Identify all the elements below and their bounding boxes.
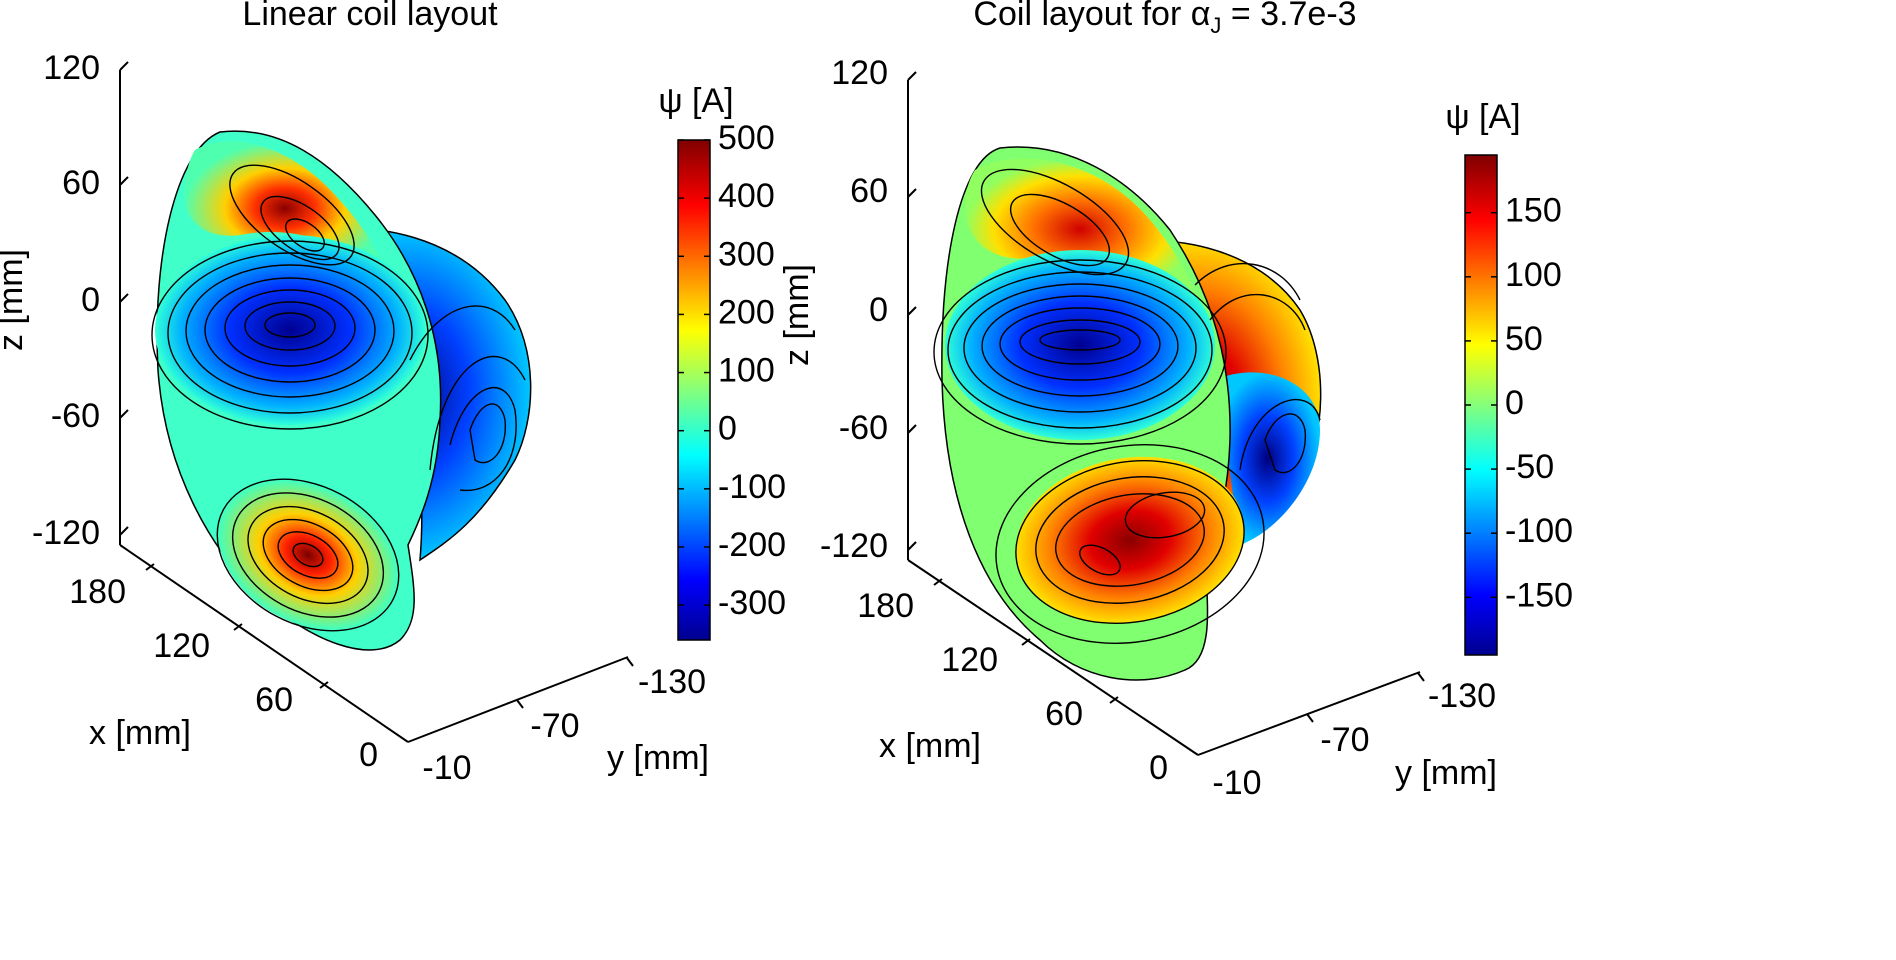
panel-2-central-lobe (945, 250, 1215, 440)
panel-1-x-tick: 60 (255, 681, 293, 719)
panel-2-x-axis-line (907, 559, 1199, 756)
colorbar-tick-label: -100 (718, 468, 786, 506)
panel-2-title-prefix: Coil layout for α (973, 0, 1210, 33)
colorbar-tick-label: 100 (718, 352, 775, 390)
panel-2-title-sub: J (1210, 13, 1221, 38)
panel-1-colorbar: 500 400 300 200 100 0 -100 -200 -300 ψ [A] (658, 82, 786, 641)
panel-2-y-tick: -70 (1320, 721, 1369, 759)
panel-2-back-lobe (1215, 372, 1320, 545)
panel-1-y-tick: -70 (530, 707, 579, 745)
panel-1-x-label: x [mm] (89, 714, 191, 752)
panel-2-x-label: x [mm] (879, 727, 981, 765)
panel-1-y-label: y [mm] (607, 739, 709, 777)
panel-2-z-tick: 60 (850, 172, 888, 210)
panel-2-z-label: z [mm] (778, 264, 816, 366)
colorbar-tick-label: 0 (718, 410, 737, 448)
panel-2-y-tick: -130 (1428, 677, 1496, 715)
panel-1-colorbar-label: ψ [A] (658, 82, 733, 120)
panel-2-surface (933, 146, 1322, 681)
panel-1-z-tick: 120 (43, 49, 100, 87)
panel-1-z-label: z [mm] (0, 249, 30, 351)
panel-1-colorbar-gradient (677, 139, 711, 641)
colorbar-tick-label: 100 (1505, 256, 1562, 294)
panel-1-surface (151, 130, 532, 651)
panel-1: Linear coil layout 120 60 0 -60 -120 z [… (0, 0, 786, 787)
panel-2-colorbar: 150 100 50 0 -50 -100 -150 ψ [A] (1445, 98, 1573, 656)
panel-2-z-tick: 0 (869, 291, 888, 329)
panel-1-z-tick: 0 (81, 281, 100, 319)
colorbar-tick-label: 500 (718, 119, 775, 157)
colorbar-tick-label: -150 (1505, 576, 1573, 614)
colorbar-tick-label: 150 (1505, 192, 1562, 230)
panel-2-x-tick: 0 (1149, 749, 1168, 787)
colorbar-tick-label: -100 (1505, 512, 1573, 550)
panel-1-x-axis-line (119, 544, 409, 743)
panel-2-x-tick: 60 (1045, 695, 1083, 733)
panel-1-y-axis-line (407, 656, 629, 743)
panel-1-z-tick: 60 (62, 164, 100, 202)
panel-2: Coil layout for αJ = 3.7e-3 120 60 0 -60… (778, 0, 1573, 802)
panel-2-y-label: y [mm] (1395, 754, 1497, 792)
panel-2-z-tick: 120 (831, 54, 888, 92)
panel-1-x-tick: 120 (153, 627, 210, 665)
colorbar-tick-label: -300 (718, 584, 786, 622)
panel-2-z-tick: -120 (820, 527, 888, 565)
colorbar-tick-label: -50 (1505, 448, 1554, 486)
panel-2-colorbar-label: ψ [A] (1445, 98, 1520, 136)
panel-1-z-tick: -60 (51, 397, 100, 435)
panel-2-x-tick: 180 (857, 587, 914, 625)
panel-2-axes (907, 71, 1425, 756)
panel-2-z-tick: -60 (839, 409, 888, 447)
colorbar-tick-label: 0 (1505, 384, 1524, 422)
panel-1-y-tick: -130 (638, 663, 706, 701)
panel-1-title: Linear coil layout (242, 0, 498, 33)
panel-2-lower-lobe (1015, 456, 1245, 624)
colorbar-tick-label: 200 (718, 293, 775, 331)
panel-1-contours (151, 164, 526, 632)
panel-1-axes (119, 61, 634, 743)
panel-1-z-tick: -120 (32, 514, 100, 552)
panel-2-y-tick: -10 (1212, 764, 1261, 802)
colorbar-tick-label: 300 (718, 235, 775, 273)
colorbar-tick-label: 400 (718, 177, 775, 215)
panel-2-title-suffix: = 3.7e-3 (1221, 0, 1356, 33)
panel-2-contours (933, 168, 1321, 645)
panel-1-x-tick: 0 (359, 736, 378, 774)
panel-1-central-lobe (155, 235, 425, 425)
panel-1-y-tick: -10 (422, 749, 471, 787)
colorbar-tick-label: -200 (718, 526, 786, 564)
colorbar-tick-label: 50 (1505, 320, 1543, 358)
panel-2-y-axis-line (1197, 671, 1421, 756)
panel-2-x-tick: 120 (941, 641, 998, 679)
panel-2-title: Coil layout for αJ = 3.7e-3 (973, 0, 1356, 38)
panel-1-x-tick: 180 (69, 573, 126, 611)
